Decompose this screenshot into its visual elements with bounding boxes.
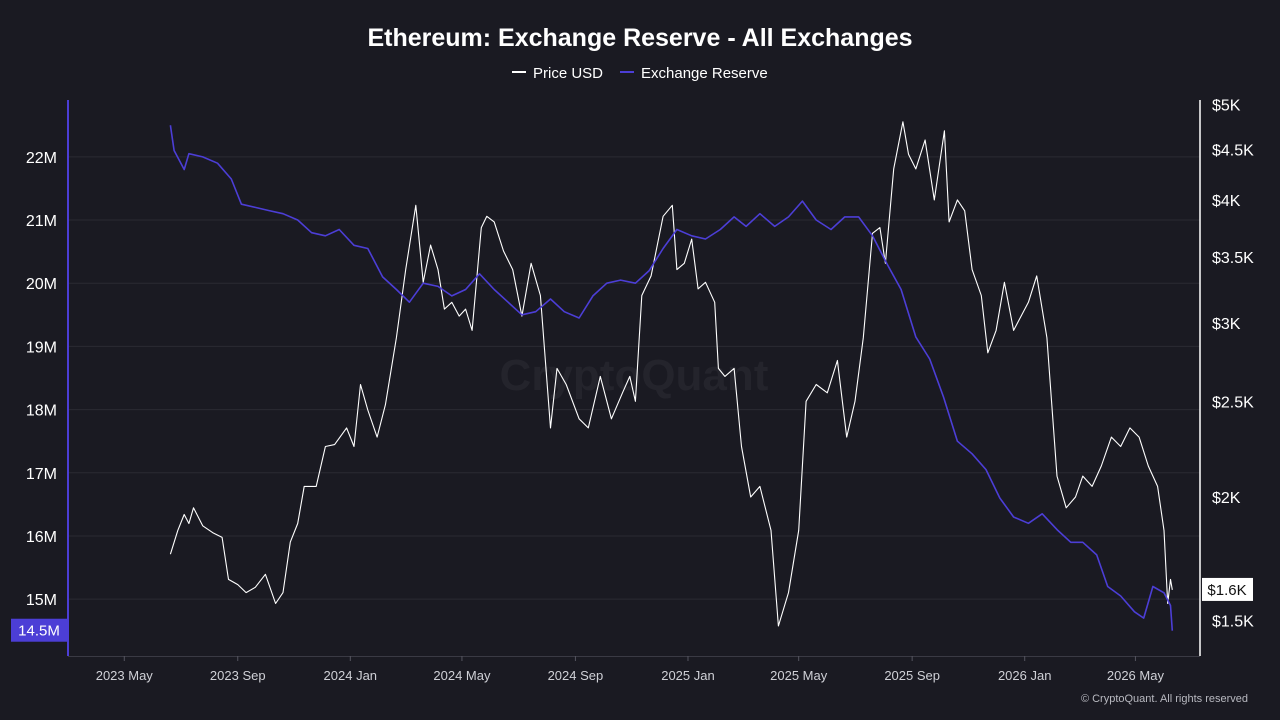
left-tick-label: 17M <box>26 466 57 483</box>
left-tick-label: 19M <box>26 339 57 356</box>
right-tick-label: $2K <box>1212 490 1241 507</box>
reserve-current-value: 14.5M <box>18 623 60 640</box>
left-tick-label: 20M <box>26 276 57 293</box>
legend: Price USD Exchange Reserve <box>512 65 768 82</box>
exchange-reserve-line <box>169 125 1174 631</box>
left-tick-label: 18M <box>26 403 57 420</box>
left-tick-label: 22M <box>26 150 57 167</box>
x-tick-label: 2024 Jan <box>324 668 378 683</box>
axes: 22M 21M 20M 19M 18M 17M 16M 15M $5K $4.5K $4K $3.5K… <box>26 97 1254 683</box>
right-tick-label: $5K <box>1212 97 1241 114</box>
price-current-badge <box>1202 577 1253 601</box>
right-tick-label: $1.5K <box>1212 613 1254 630</box>
x-tick-label: 2025 Sep <box>884 668 940 683</box>
left-tick-label: 16M <box>26 529 57 546</box>
legend-label: Price USD <box>533 65 603 82</box>
legend-label: Exchange Reserve <box>641 65 768 82</box>
right-tick-label: $2.5K <box>1212 394 1254 411</box>
right-tick-label: $3.5K <box>1212 250 1254 267</box>
legend-price-usd: Price USD <box>512 65 603 82</box>
left-tick-label: 21M <box>26 213 57 230</box>
x-tick-label: 2023 May <box>96 668 154 683</box>
x-tick-label: 2024 Sep <box>548 668 604 683</box>
left-tick-label: 15M <box>26 592 57 609</box>
price-current-value: $1.6K <box>1207 582 1246 599</box>
reserve-current-badge <box>11 618 67 642</box>
series-layer <box>169 121 1174 631</box>
x-tick-label: 2025 Jan <box>661 668 715 683</box>
right-tick-label: $3K <box>1212 316 1241 333</box>
right-tick-label: $4K <box>1212 193 1241 210</box>
x-tick-label: 2023 Sep <box>210 668 266 683</box>
x-tick-label: 2026 Jan <box>998 668 1052 683</box>
right-tick-label: $4.5K <box>1212 142 1254 159</box>
x-tick-label: 2025 May <box>770 668 828 683</box>
x-tick-label: 2026 May <box>1107 668 1165 683</box>
copyright-credit: © CryptoQuant. All rights reserved <box>1081 693 1248 705</box>
value-badges: 14.5M $1.6K <box>11 577 1253 642</box>
watermark-logo: CryptoQuant <box>500 351 769 400</box>
x-tick-label: 2024 May <box>433 668 491 683</box>
legend-exchange-reserve: Exchange Reserve <box>620 65 768 82</box>
price-usd-line <box>169 121 1173 627</box>
chart-title: Ethereum: Exchange Reserve - All Exchang… <box>367 24 912 52</box>
